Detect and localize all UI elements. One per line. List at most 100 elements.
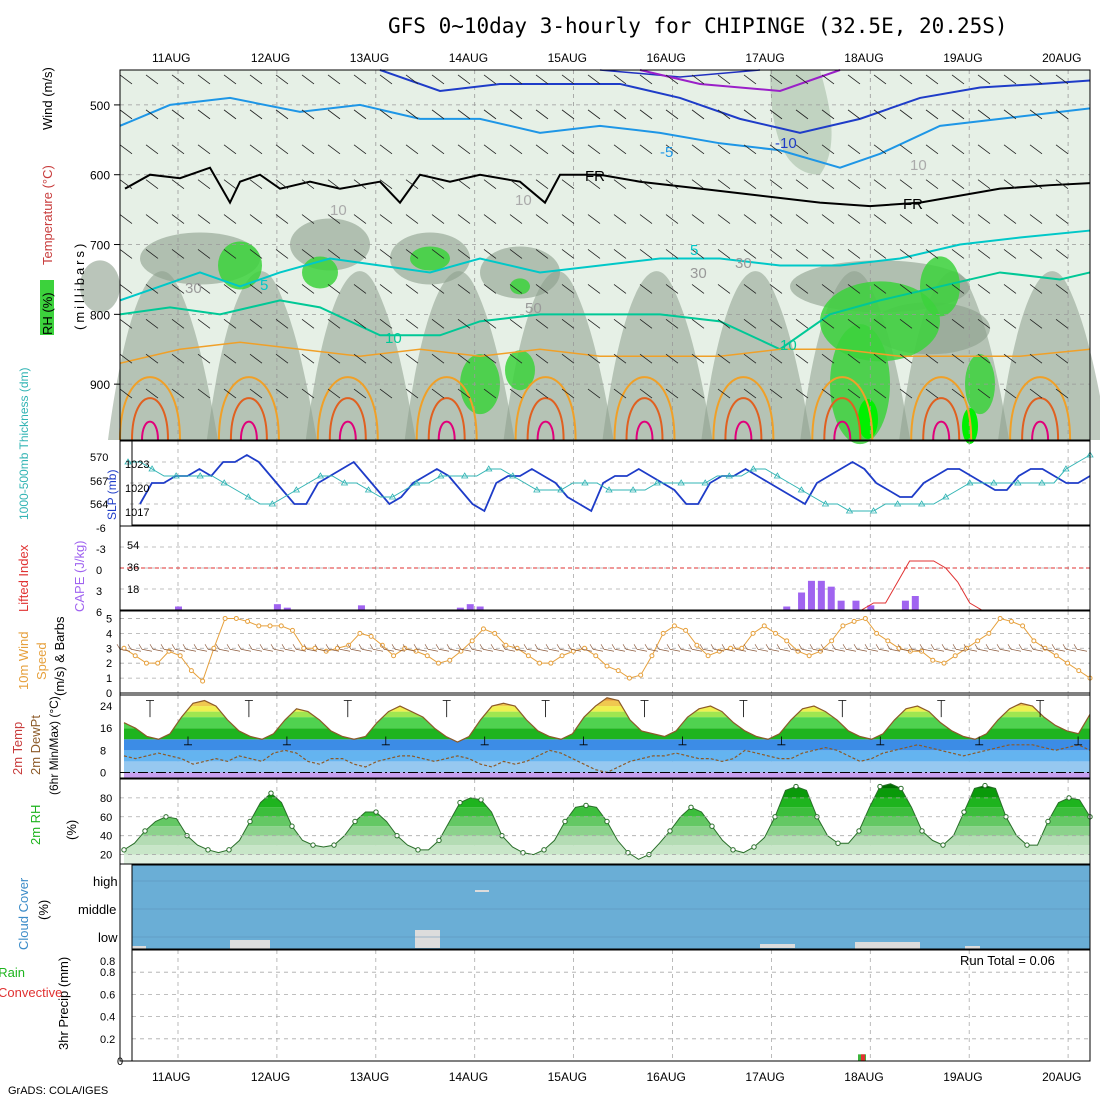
cape-bar (783, 606, 791, 610)
wind-speed-marker (694, 642, 700, 648)
wind-barb (925, 179, 939, 189)
rh-green-blob (510, 278, 530, 295)
wind-barb (119, 74, 133, 85)
wind-barb (223, 249, 237, 259)
wind-speed-marker (469, 638, 475, 644)
thickness-marker (917, 500, 926, 507)
thickness-marker (990, 479, 998, 486)
wind-barb (769, 284, 783, 294)
wind-barb (847, 249, 861, 259)
contour-label: 30 (690, 265, 707, 282)
wind-barb (717, 144, 731, 155)
date-label-top: 20AUG (1042, 51, 1081, 65)
wind-speed-marker (155, 660, 161, 666)
wind-barb (873, 318, 887, 329)
thickness-marker (629, 486, 637, 493)
wind-speed-marker (997, 615, 1003, 621)
wind-barb (301, 284, 315, 294)
wind-barb (405, 109, 419, 120)
wind-barb (405, 388, 419, 399)
wind-barb (275, 318, 289, 329)
temp-tick-label: 0 (100, 767, 106, 779)
cloud-gap (760, 944, 795, 948)
cloud-gap (855, 942, 920, 949)
wind-barb-10m (347, 644, 362, 652)
wind-barb (613, 318, 627, 329)
upper-temp-label: Temperature (°C) (40, 165, 55, 265)
wind-barb-10m (556, 644, 571, 652)
rh-marker (667, 828, 673, 834)
wind-barb-10m (138, 644, 153, 652)
wind-speed-marker (829, 638, 835, 644)
wind-barb (613, 74, 627, 85)
wind-speed-marker (480, 626, 486, 632)
wind-barb (353, 109, 367, 120)
wind-barb (327, 179, 341, 189)
wind-barb (873, 144, 887, 155)
cape-bar (273, 604, 281, 610)
wind-speed-marker (200, 678, 206, 684)
wind-barb (743, 109, 757, 120)
rh-marker (856, 828, 862, 834)
wind-barb-10m (809, 644, 824, 652)
wind-barb (509, 109, 523, 120)
wind-speed-marker (301, 645, 307, 651)
precip-tick-label: 0.2 (100, 1034, 115, 1046)
wind-barb (639, 284, 653, 294)
cloud-axis-title-1: Cloud Cover (16, 877, 31, 950)
rh-marker (688, 804, 694, 811)
wind-speed-marker (728, 645, 734, 651)
wind-barb-10m (1029, 644, 1044, 652)
contour-label: FR (585, 168, 605, 185)
wind-barb-10m (787, 644, 802, 652)
temp-min-errorbar (282, 736, 291, 746)
cape-tick-label: 18 (127, 584, 139, 596)
wind-barb (431, 318, 445, 329)
wind-barb (353, 249, 367, 259)
wind-barb (275, 353, 289, 364)
wind-barb (1029, 109, 1043, 120)
wind-barb-10m (369, 644, 384, 652)
thickness-line (128, 454, 1091, 512)
wind-speed-marker (503, 642, 509, 648)
rh-green-blob (218, 241, 262, 290)
rh-gray-area (503, 271, 614, 440)
rh-gray-top (770, 70, 832, 175)
precip-convective-label: Convective (0, 985, 62, 1000)
wind-barb-10m (831, 644, 846, 652)
temp-contour-20 (625, 397, 664, 441)
wind-barb (327, 388, 341, 399)
thickness-tick-label: 570 (90, 452, 108, 464)
wind-speed-marker (391, 653, 397, 659)
rh-color-band (124, 835, 1090, 846)
wind-barb-10m (578, 644, 593, 652)
wind-barb (977, 179, 991, 189)
wind-barb (145, 74, 159, 85)
wind-barb (353, 353, 367, 364)
wind-speed-marker (436, 660, 442, 666)
wind-barb-10m (358, 644, 373, 652)
wind-barb (353, 318, 367, 329)
wind-barb (743, 144, 757, 155)
wind-speed-marker (739, 645, 745, 651)
rh-axis-title-1: 2m RH (28, 805, 43, 845)
wind-barb-10m (622, 644, 637, 652)
wind-barb (1055, 214, 1069, 224)
wind-barb (119, 109, 133, 120)
wind-barb-10m (534, 644, 549, 652)
wind-speed-marker (705, 653, 711, 659)
cape-bar (852, 600, 860, 610)
wind-speed-marker (1008, 618, 1014, 624)
wind-barb (405, 74, 419, 85)
rh-marker (961, 809, 967, 815)
cape-bar (283, 607, 291, 610)
wind-barb (795, 214, 809, 224)
wind-barb (1055, 388, 1069, 399)
wind-speed-marker (952, 653, 958, 659)
rh-marker (919, 828, 925, 834)
temp-tick-label: 8 (100, 745, 106, 757)
date-label-bottom: 13AUG (350, 1070, 389, 1084)
wind-barb (535, 109, 549, 120)
wind-barb-10m (644, 644, 659, 652)
contour-label: 10 (515, 192, 532, 209)
